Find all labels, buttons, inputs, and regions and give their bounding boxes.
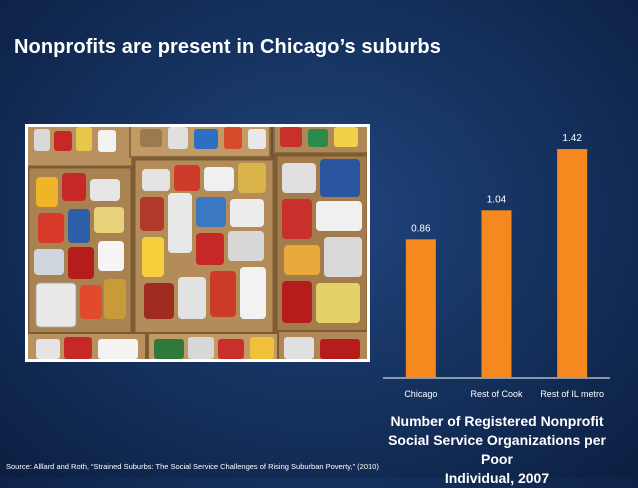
bar-rest-of-cook [481,210,512,378]
chart-plot-area: 0.86 Chicago 1.04 Rest of Cook 1.42 Rest of I… [383,133,610,399]
bar-chicago [405,239,436,378]
x-tick-label: Chicago [404,389,437,399]
data-label: 1.42 [562,133,582,144]
data-label: 0.86 [411,223,431,234]
source-citation: Source: Alllard and Roth, “Strained Subu… [6,462,379,471]
chart-caption: Number of Registered Nonprofit Social Se… [372,412,622,488]
nonprofit-bar-chart: 0.86 Chicago 1.04 Rest of Cook 1.42 Rest of I… [380,120,620,410]
bar-rest-of-il-metro [557,149,588,378]
data-label: 1.04 [487,194,507,205]
chart-caption-line: Social Service Organizations per Poor [388,432,606,467]
slide-title: Nonprofits are present in Chicago’s subu… [14,36,441,58]
canned-food-illustration [28,127,367,359]
chart-caption-line: Number of Registered Nonprofit [390,413,604,429]
chart-caption-line: Individual, 2007 [444,470,550,486]
canned-food-photo [25,124,370,362]
x-tick-label: Rest of IL metro [540,389,604,399]
x-tick-label: Rest of Cook [470,389,523,399]
